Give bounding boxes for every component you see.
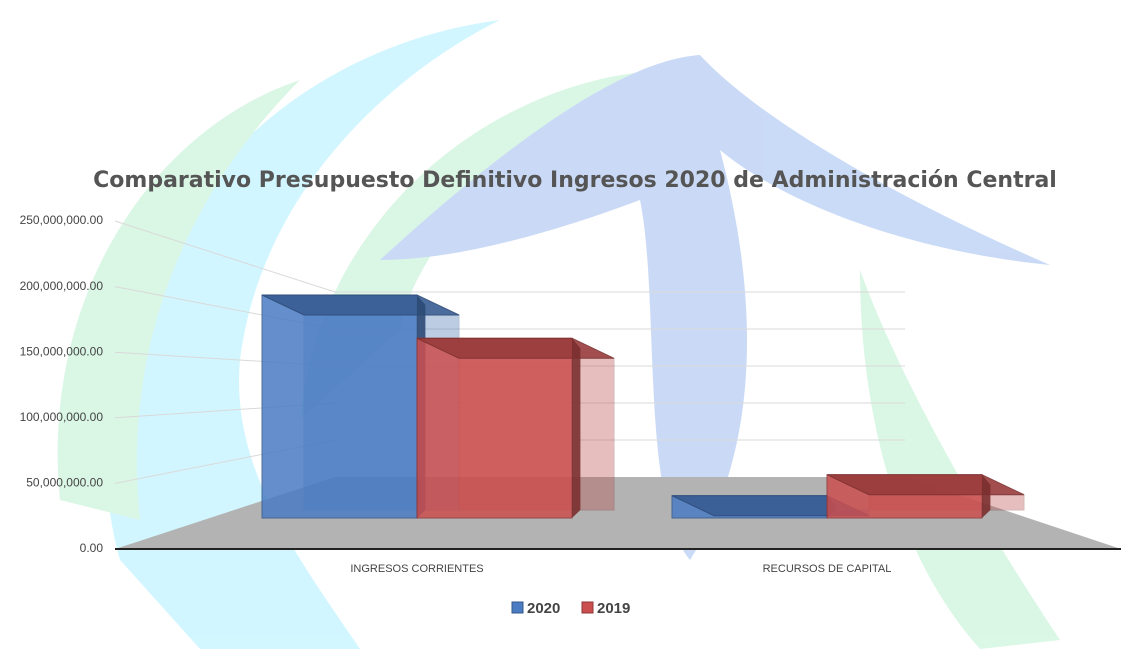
bar-front <box>262 295 417 518</box>
legend-label: 2019 <box>597 600 630 617</box>
legend-swatch <box>582 602 593 613</box>
background-logo <box>58 20 1060 649</box>
page: {"chart_data": {"type": "bar3d", "title"… <box>0 0 1121 649</box>
y-tick-label: 50,000,000.00 <box>26 476 103 490</box>
chart: Comparativo Presupuesto Definitivo Ingre… <box>0 0 1121 649</box>
bar-side <box>572 338 580 518</box>
legend-label: 2020 <box>527 600 560 617</box>
x-tick-label: INGRESOS CORRIENTES <box>350 563 483 575</box>
legend-swatch <box>512 602 523 613</box>
y-tick-label: 200,000,000.00 <box>20 279 104 293</box>
y-tick-label: 100,000,000.00 <box>20 410 104 424</box>
x-tick-label: RECURSOS DE CAPITAL <box>763 563 892 575</box>
chart-title: Comparativo Presupuesto Definitivo Ingre… <box>93 168 1057 193</box>
logo-swirl <box>860 270 1060 649</box>
bar-3d <box>417 338 614 518</box>
y-tick-label: 150,000,000.00 <box>20 344 104 358</box>
y-tick-label: 0.00 <box>80 541 104 555</box>
y-tick-label: 250,000,000.00 <box>20 213 104 227</box>
bar-front <box>417 338 572 518</box>
